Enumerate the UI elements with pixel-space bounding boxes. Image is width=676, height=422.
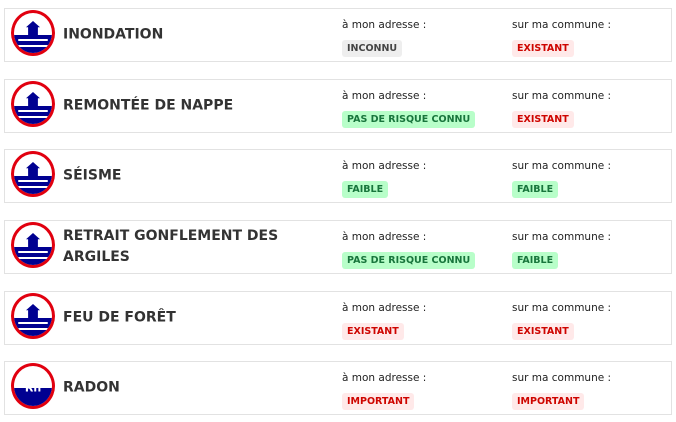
radon-icon: Rn xyxy=(11,363,55,409)
clay-shrink-swell-icon xyxy=(11,222,55,268)
risk-title: INONDATION xyxy=(63,26,164,43)
commune-label: sur ma commune : xyxy=(512,160,612,172)
flood-icon xyxy=(11,10,55,56)
address-label: à mon adresse : xyxy=(342,160,427,172)
commune-status-badge: EXISTANT xyxy=(512,40,574,57)
commune-status-badge: IMPORTANT xyxy=(512,393,585,410)
earthquake-icon xyxy=(11,151,55,197)
address-status-badge: PAS DE RISQUE CONNU xyxy=(342,111,476,128)
address-label: à mon adresse : xyxy=(342,231,427,243)
address-status-badge: FAIBLE xyxy=(342,181,389,198)
risk-card[interactable]: FEU DE FORÊT à mon adresse : EXISTANT su… xyxy=(4,291,672,345)
address-label: à mon adresse : xyxy=(342,302,427,314)
address-status-badge: IMPORTANT xyxy=(342,393,415,410)
risk-card[interactable]: REMONTÉE DE NAPPE à mon adresse : PAS DE… xyxy=(4,79,672,133)
commune-status-badge: FAIBLE xyxy=(512,252,559,269)
risk-card[interactable]: INONDATION à mon adresse : INCONNU sur m… xyxy=(4,8,672,62)
risk-title: FEU DE FORÊT xyxy=(63,309,176,326)
address-status-badge: PAS DE RISQUE CONNU xyxy=(342,252,476,269)
commune-status-badge: EXISTANT xyxy=(512,323,574,340)
address-label: à mon adresse : xyxy=(342,19,427,31)
risk-title: REMONTÉE DE NAPPE xyxy=(63,97,234,114)
forest-fire-icon xyxy=(11,293,55,339)
risk-title: SÉISME xyxy=(63,167,122,184)
risk-title: RETRAIT GONFLEMENT DES ARGILES xyxy=(63,228,279,265)
commune-label: sur ma commune : xyxy=(512,90,612,102)
radon-symbol: Rn xyxy=(24,381,42,395)
commune-label: sur ma commune : xyxy=(512,19,612,31)
groundwater-icon xyxy=(11,81,55,127)
risk-card[interactable]: RETRAIT GONFLEMENT DES ARGILES à mon adr… xyxy=(4,220,672,274)
address-label: à mon adresse : xyxy=(342,90,427,102)
risk-title: RADON xyxy=(63,379,120,396)
address-label: à mon adresse : xyxy=(342,372,427,384)
commune-status-badge: FAIBLE xyxy=(512,181,559,198)
commune-status-badge: EXISTANT xyxy=(512,111,574,128)
risk-card[interactable]: SÉISME à mon adresse : FAIBLE sur ma com… xyxy=(4,149,672,203)
commune-label: sur ma commune : xyxy=(512,302,612,314)
risk-card[interactable]: Rn RADON à mon adresse : IMPORTANT sur m… xyxy=(4,361,672,415)
address-status-badge: EXISTANT xyxy=(342,323,404,340)
commune-label: sur ma commune : xyxy=(512,372,612,384)
address-status-badge: INCONNU xyxy=(342,40,403,57)
commune-label: sur ma commune : xyxy=(512,231,612,243)
